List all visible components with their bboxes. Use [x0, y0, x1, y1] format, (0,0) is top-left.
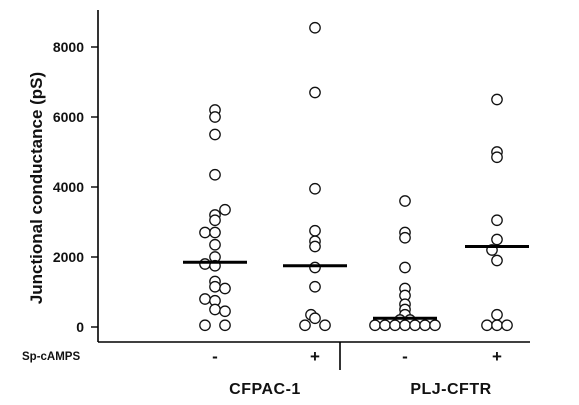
- data-point-cfpac-1-minus-18: [209, 303, 221, 316]
- data-point-cfpac-1-minus-2: [209, 128, 221, 141]
- data-point-cfpac-1-plus-0: [309, 21, 321, 34]
- data-point-cfpac-1-minus-11: [199, 258, 211, 270]
- data-point-cfpac-1-minus-15: [219, 282, 231, 295]
- sp-camps-sign-0: -: [212, 347, 218, 366]
- data-point-plj-cftr-plus-2: [491, 151, 503, 164]
- data-point-plj-cftr-plus-0: [491, 93, 503, 106]
- data-point-plj-cftr-minus-16: [419, 319, 431, 332]
- sp-camps-sign-1: +: [310, 347, 320, 366]
- y-tick-label-2000: 2000: [53, 249, 84, 265]
- data-point-plj-cftr-minus-0: [399, 195, 411, 207]
- data-point-cfpac-1-plus-10: [299, 319, 311, 332]
- data-point-cfpac-1-plus-3: [309, 224, 321, 237]
- data-point-plj-cftr-minus-15: [409, 319, 421, 332]
- data-point-plj-cftr-plus-6: [491, 254, 503, 267]
- data-point-plj-cftr-minus-12: [379, 319, 391, 332]
- group-label-plj-cftr: PLJ-CFTR: [410, 381, 491, 398]
- data-point-plj-cftr-minus-14: [399, 319, 411, 332]
- data-point-plj-cftr-plus-9: [491, 319, 503, 332]
- data-point-plj-cftr-plus-10: [501, 319, 513, 332]
- sp-camps-row-label: Sp-cAMPS: [22, 351, 80, 363]
- data-point-cfpac-1-minus-21: [219, 319, 231, 332]
- data-point-cfpac-1-plus-9: [309, 312, 321, 325]
- x-labels: - + - + CFPAC-1 PLJ-CFTR: [212, 347, 502, 398]
- data-point-plj-cftr-minus-3: [399, 261, 411, 274]
- data-point-cfpac-1-minus-7: [199, 226, 211, 239]
- y-axis-label: Junctional conductance (pS): [27, 72, 46, 304]
- data-point-cfpac-1-minus-3: [209, 168, 221, 181]
- data-point-cfpac-1-minus-6: [209, 214, 221, 227]
- data-point-cfpac-1-minus-16: [199, 293, 211, 305]
- sp-camps-sign-3: +: [492, 347, 502, 366]
- group-label-cfpac-1: CFPAC-1: [229, 381, 301, 398]
- data-point-cfpac-1-minus-1: [209, 111, 221, 123]
- data-point-cfpac-1-plus-1: [309, 86, 321, 99]
- data-points: [199, 21, 513, 332]
- sp-camps-sign-2: -: [402, 347, 408, 366]
- data-point-plj-cftr-minus-11: [369, 319, 381, 332]
- data-point-cfpac-1-plus-7: [309, 280, 321, 293]
- y-ticks: 0 2000 4000 6000 8000: [53, 39, 98, 335]
- y-tick-label-6000: 6000: [53, 109, 84, 125]
- data-point-cfpac-1-minus-20: [199, 319, 211, 332]
- data-point-plj-cftr-minus-13: [389, 319, 401, 332]
- data-point-plj-cftr-minus-17: [429, 319, 441, 332]
- median-lines: [183, 245, 529, 320]
- y-tick-label-8000: 8000: [53, 39, 84, 55]
- data-point-plj-cftr-plus-4: [491, 233, 503, 246]
- data-point-cfpac-1-minus-9: [209, 238, 221, 251]
- data-point-cfpac-1-minus-14: [209, 280, 221, 293]
- data-point-cfpac-1-plus-6: [309, 261, 321, 274]
- data-point-cfpac-1-plus-11: [319, 319, 331, 332]
- data-point-cfpac-1-minus-8: [209, 226, 221, 239]
- data-point-cfpac-1-minus-4: [219, 203, 231, 216]
- data-point-plj-cftr-plus-8: [481, 319, 493, 332]
- y-tick-label-0: 0: [76, 319, 84, 335]
- data-point-plj-cftr-plus-3: [491, 214, 503, 227]
- data-point-cfpac-1-plus-5: [309, 240, 321, 253]
- data-point-plj-cftr-minus-2: [399, 231, 411, 244]
- y-tick-label-4000: 4000: [53, 179, 84, 195]
- data-point-cfpac-1-plus-2: [309, 182, 321, 195]
- data-point-cfpac-1-minus-19: [219, 305, 231, 318]
- data-point-plj-cftr-plus-7: [491, 308, 503, 321]
